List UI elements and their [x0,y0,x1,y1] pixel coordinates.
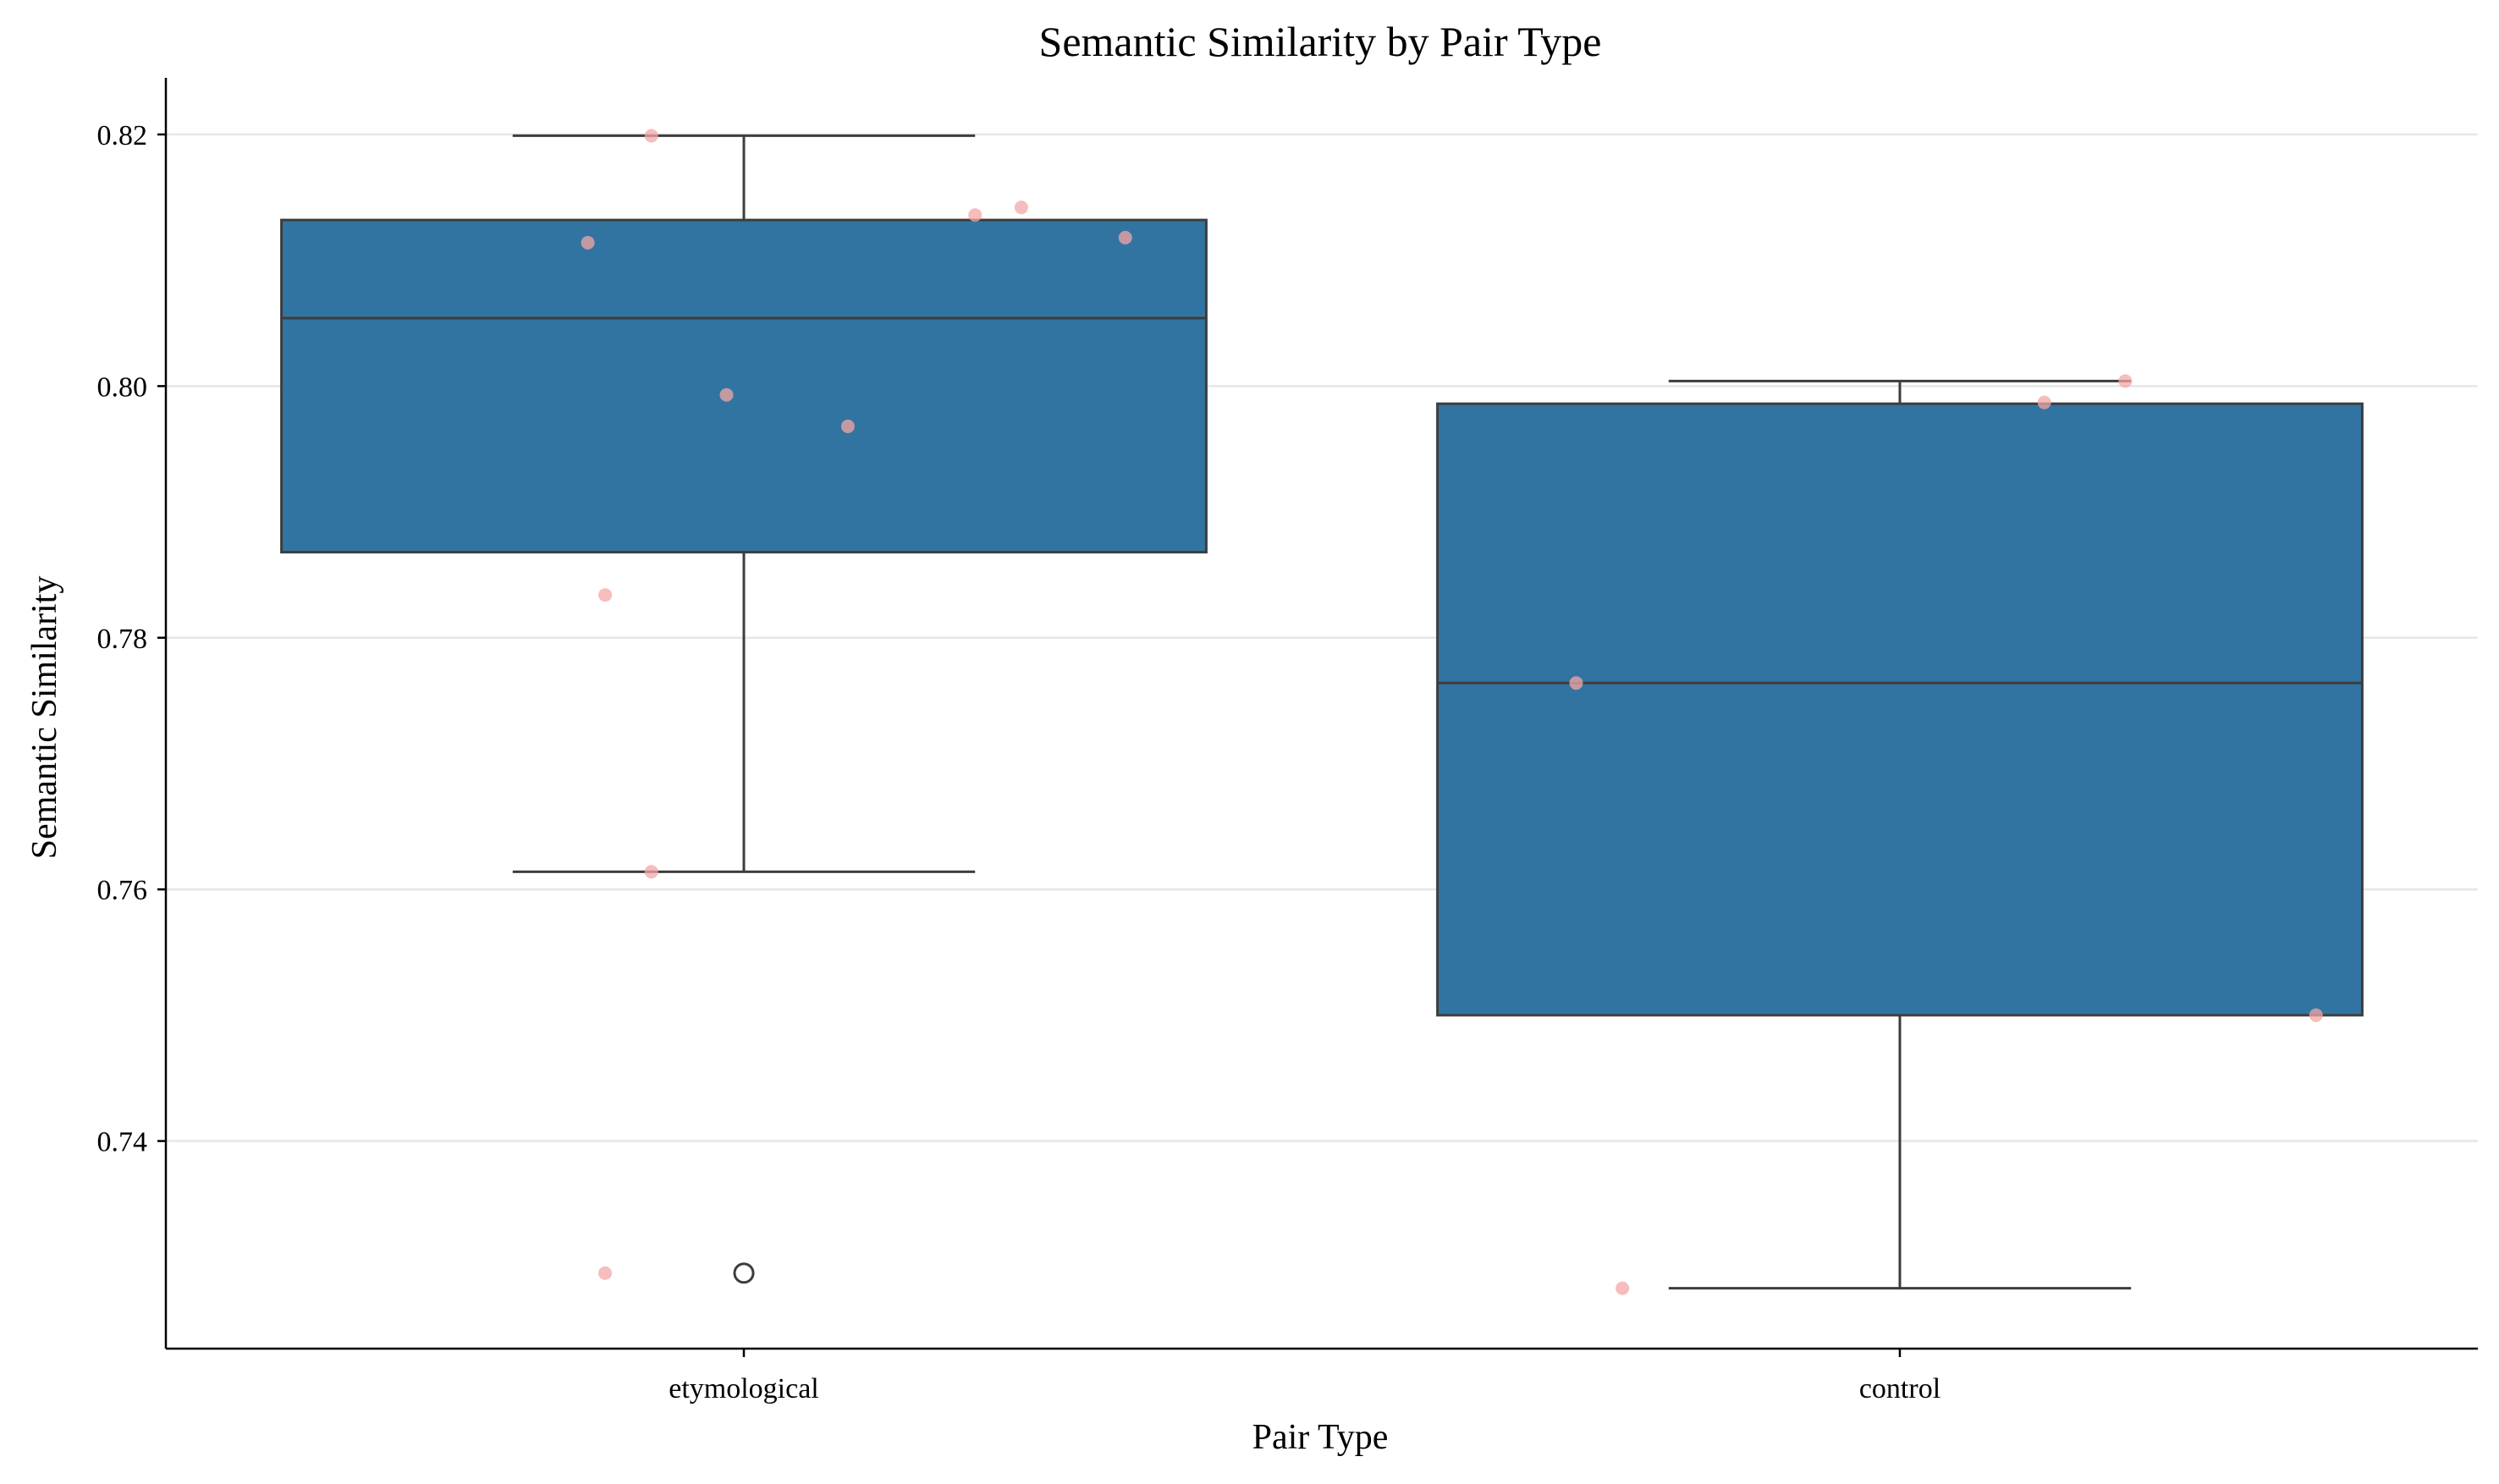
y-ticks: 0.74 0.76 0.78 0.80 0.82 [97,120,166,1158]
x-axis-label: Pair Type [1252,1418,1389,1457]
data-point [840,419,855,433]
y-tick-label: 0.80 [97,371,148,403]
boxes [280,134,2364,1290]
data-point [598,1266,613,1280]
y-tick-label: 0.82 [97,120,148,151]
axes [164,78,2478,1350]
data-point [2037,395,2051,409]
chart-title: Semantic Similarity by Pair Type [1039,18,1602,65]
outlier-marker [733,1262,755,1284]
data-point [581,235,595,250]
x-tick-label: control [1859,1373,1940,1404]
data-point [1616,1281,1630,1295]
y-axis-label: Semantic Similarity [25,576,64,860]
y-tick-label: 0.76 [97,875,148,906]
x-ticks: etymological control [669,1349,1940,1404]
data-point [644,865,658,879]
data-point [598,588,613,602]
data-point [968,208,983,223]
y-tick-label: 0.78 [97,624,148,655]
x-tick-label: etymological [669,1373,819,1404]
box-control [1436,402,2364,1017]
data-point [2118,374,2133,388]
y-tick-label: 0.74 [97,1127,148,1158]
data-point [1014,201,1028,215]
box-etymological [280,218,1208,554]
data-point [1118,230,1132,245]
data-point [719,387,734,402]
data-point [2309,1008,2323,1022]
data-point [644,129,658,143]
data-points [581,129,2323,1295]
data-point [1569,676,1583,690]
